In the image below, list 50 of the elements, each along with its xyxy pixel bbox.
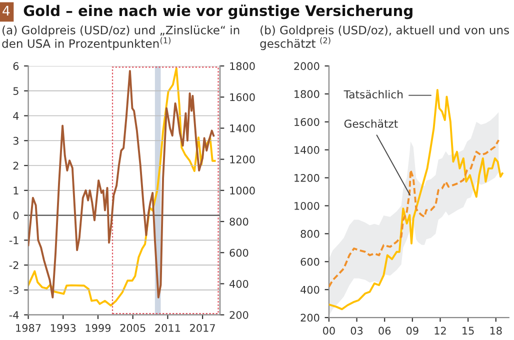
annotation: Geschätzt	[344, 119, 398, 128]
x-tick-label: 12	[434, 326, 446, 335]
y2-tick-label: 1000	[230, 186, 255, 195]
y-tick-label: -4	[9, 311, 19, 319]
y2-tick-label: 800	[230, 218, 248, 226]
chart-title: (b) Goldpreis (USD/oz), aktuell und von uns geschätzt $^{(2)}$	[260, 26, 509, 50]
x-tick-label: 03	[350, 326, 363, 335]
x-tick-label: 15	[462, 326, 474, 335]
y-tick-label: 2000	[294, 62, 320, 70]
y2-tick-label: 1200	[230, 156, 255, 164]
x-tick-label: 1993	[51, 324, 76, 332]
text: 4	[2, 6, 10, 16]
y2-tick-label: 400	[230, 280, 248, 288]
y2-tick-label: 200	[230, 311, 248, 319]
y-tick-label: 1600	[294, 118, 320, 126]
line-series	[328, 139, 500, 288]
y-tick-label: 2	[13, 162, 18, 170]
x-tick-label: 2011	[155, 324, 180, 332]
x-tick-label: 09	[406, 326, 418, 335]
y-tick-label: -2	[9, 261, 18, 270]
y-tick-label: 1400	[294, 146, 320, 154]
y-tick-label: 3	[13, 136, 18, 145]
y-tick-label: 1	[14, 186, 18, 194]
chart-title: Gold – eine nach wie vor günstige Versicherung	[24, 4, 412, 20]
y-tick-label: 600	[300, 258, 320, 266]
y-tick-label: -1	[9, 236, 18, 244]
y-tick-label: 400	[300, 286, 320, 294]
x-tick-label: 18	[490, 326, 502, 335]
x-tick-label: 1999	[86, 324, 111, 332]
y-tick-label: 1200	[294, 174, 320, 182]
y-tick-label: 4	[13, 112, 19, 120]
x-tick-label: 1987	[16, 324, 41, 332]
y2-tick-label: 600	[230, 248, 248, 257]
x-tick-label: 2017	[190, 324, 215, 332]
y-tick-label: -3	[9, 286, 18, 294]
y-tick-label: 200	[300, 314, 320, 322]
y-tick-label: 6	[13, 62, 19, 70]
y-tick-label: 1000	[294, 202, 320, 210]
annotation: Tatsächlich	[344, 90, 403, 98]
y2-tick-label: 1600	[230, 93, 255, 102]
x-tick-label: 00	[323, 326, 335, 335]
x-tick-label: 2005	[120, 324, 146, 332]
y-tick-label: 800	[300, 230, 320, 238]
x-tick-label: 06	[378, 326, 391, 335]
y2-tick-label: 1400	[230, 124, 255, 132]
y-tick-label: 5	[13, 87, 18, 95]
chart-subtitle: (a) Goldpreis (USD/oz) und „Zinslücke“ in den USA in Prozentpunkten$^{(1)}$	[2, 26, 240, 50]
y-tick-label: 0	[13, 212, 19, 220]
y2-tick-label: 1800	[230, 62, 255, 70]
y-tick-label: 1800	[294, 90, 320, 98]
